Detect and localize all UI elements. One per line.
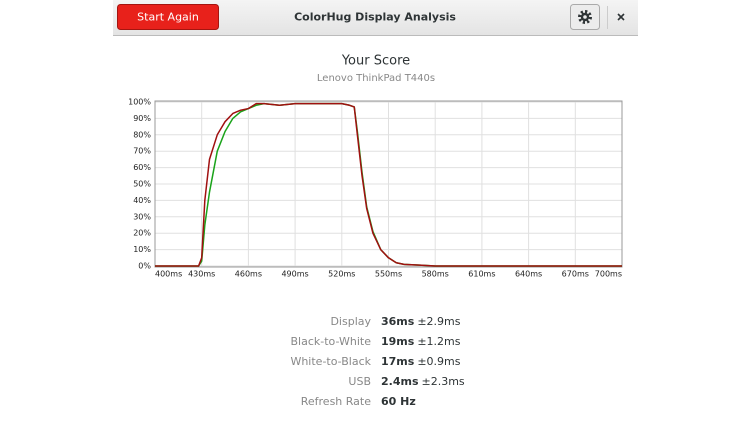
start-again-button[interactable] <box>117 4 219 30</box>
result-label: Refresh Rate <box>301 395 371 408</box>
x-tick-label: 550ms <box>375 270 402 279</box>
chart-title: Your Score <box>341 54 410 69</box>
button-label[interactable]: Start Again <box>137 11 199 24</box>
x-tick-label: 670ms <box>562 270 589 279</box>
result-error: ±0.9ms <box>417 355 460 368</box>
result-label: White-to-Black <box>290 355 371 368</box>
y-tick-label: 10% <box>133 245 151 254</box>
result-label: Black-to-White <box>291 335 372 348</box>
result-value-main: 19ms <box>381 335 415 348</box>
close-button[interactable] <box>617 13 625 21</box>
x-tick-label: 700ms <box>595 270 622 279</box>
result-label: USB <box>348 375 371 388</box>
result-value: 60 Hz <box>381 395 416 408</box>
y-tick-label: 90% <box>133 114 151 123</box>
y-tick-label: 50% <box>133 180 151 189</box>
result-error: ±2.9ms <box>417 315 460 328</box>
x-tick-label: 520ms <box>328 270 355 279</box>
result-value-main: 2.4ms <box>381 375 419 388</box>
x-tick-label: 430ms <box>188 270 215 279</box>
y-tick-label: 60% <box>133 163 151 172</box>
y-tick-label: 30% <box>133 212 151 221</box>
y-tick-label: 70% <box>133 147 151 156</box>
y-tick-label: 20% <box>133 229 151 238</box>
result-error: ±1.2ms <box>417 335 460 348</box>
plot-frame <box>154 100 623 268</box>
y-tick-label: 0% <box>138 262 151 271</box>
data-line <box>155 102 622 267</box>
result-value: 2.4ms ±2.3ms <box>381 375 465 388</box>
result-label: Display <box>330 315 371 328</box>
result-value: 19ms ±1.2ms <box>381 335 461 348</box>
x-tick-label: 610ms <box>468 270 495 279</box>
result-value: 17ms ±0.9ms <box>381 355 461 368</box>
y-tick-label: 80% <box>133 130 151 139</box>
result-value-main: 60 Hz <box>381 395 416 408</box>
result-value-main: 36ms <box>381 315 415 328</box>
x-tick-label: 400ms <box>155 270 182 279</box>
result-value-main: 17ms <box>381 355 415 368</box>
plot: 0% 10% 20% 30% 40% 50% 60% 70% 80% 90% 100% 400ms 43… <box>128 98 623 279</box>
y-tick-label: 40% <box>133 196 151 205</box>
chart-subtitle: Lenovo ThinkPad T440s <box>317 73 435 84</box>
result-error: ±2.3ms <box>422 375 465 388</box>
results: Display 36ms ±2.9ms Black-to-White 19ms ±1.2m… <box>290 315 464 408</box>
y-tick-label: 100% <box>128 98 151 107</box>
window-title: ColorHug Display Analysis <box>294 11 456 24</box>
x-tick-label: 580ms <box>422 270 449 279</box>
x-tick-label: 640ms <box>515 270 542 279</box>
x-tick-label: 490ms <box>281 270 308 279</box>
x-tick-label: 460ms <box>235 270 262 279</box>
gear-icon <box>578 10 592 24</box>
result-value: 36ms ±2.9ms <box>381 315 461 328</box>
